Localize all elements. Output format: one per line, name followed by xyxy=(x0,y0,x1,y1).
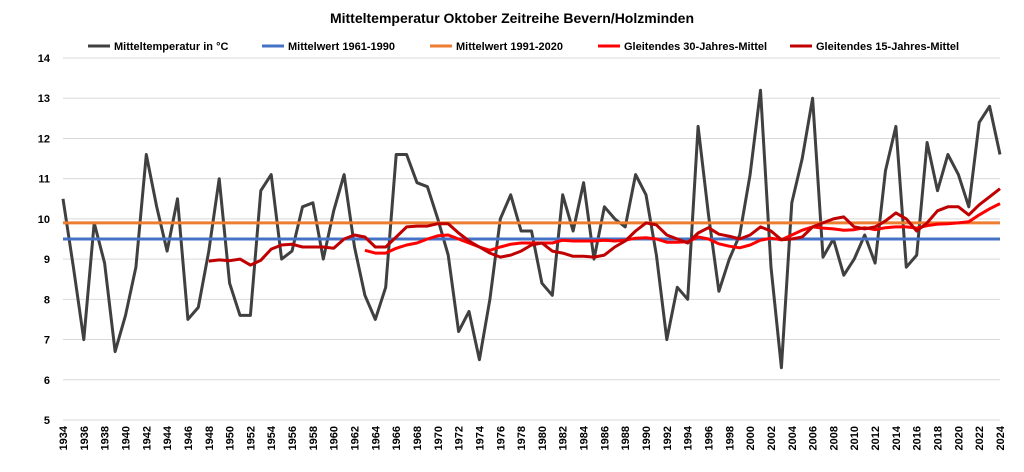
y-tick-label: 9 xyxy=(44,254,50,266)
y-tick-label: 11 xyxy=(38,174,50,186)
legend-label: Mittelwert 1991-2020 xyxy=(456,41,563,53)
x-tick-label: 1946 xyxy=(183,426,195,450)
series-line-ma15 xyxy=(208,187,1001,267)
legend-label: Gleitendes 15-Jahres-Mittel xyxy=(816,41,959,53)
x-tick-label: 1956 xyxy=(287,426,299,450)
y-tick-label: 5 xyxy=(44,415,50,427)
y-tick-label: 7 xyxy=(44,335,50,347)
series-lines xyxy=(61,88,1002,370)
legend-label: Gleitendes 30-Jahres-Mittel xyxy=(624,41,767,53)
x-tick-label: 1944 xyxy=(162,425,174,450)
x-tick-label: 2002 xyxy=(766,426,778,450)
x-tick-label: 1966 xyxy=(391,426,403,450)
legend-label: Mittelwert 1961-1990 xyxy=(288,41,395,53)
x-tick-label: 1962 xyxy=(350,426,362,450)
x-tick-label: 2022 xyxy=(974,426,986,450)
legend-label: Mitteltemperatur in °C xyxy=(114,41,228,53)
x-tick-label: 1992 xyxy=(662,426,674,450)
x-tick-label: 1998 xyxy=(724,426,736,450)
x-tick-label: 2008 xyxy=(828,426,840,450)
x-tick-label: 1984 xyxy=(579,425,591,450)
x-tick-label: 1938 xyxy=(100,426,112,450)
x-tick-label: 1980 xyxy=(537,426,549,450)
x-tick-label: 1934 xyxy=(58,425,70,450)
x-tick-label: 2006 xyxy=(808,426,820,450)
x-tick-label: 1960 xyxy=(329,426,341,450)
x-tick-label: 1950 xyxy=(225,426,237,450)
x-tick-label: 1940 xyxy=(120,426,132,450)
x-tick-label: 1972 xyxy=(454,426,466,450)
x-tick-label: 1958 xyxy=(308,426,320,450)
x-tick-label: 2010 xyxy=(849,426,861,450)
x-tick-label: 2024 xyxy=(995,425,1007,450)
x-tick-label: 1952 xyxy=(245,426,257,450)
y-axis: 5 6 7 8 9 10 11 12 13 14 xyxy=(38,53,51,427)
y-tick-label: 13 xyxy=(38,93,50,105)
legend: Mitteltemperatur in °C Mittelwert 1961-19… xyxy=(88,41,959,53)
x-tick-label: 1974 xyxy=(474,425,486,450)
y-tick-label: 10 xyxy=(38,214,50,226)
x-tick-label: 1976 xyxy=(495,426,507,450)
y-tick-label: 6 xyxy=(44,375,50,387)
x-tick-label: 2014 xyxy=(891,425,903,450)
x-tick-label: 1968 xyxy=(412,426,424,450)
x-tick-label: 2012 xyxy=(870,426,882,450)
chart-title: Mitteltemperatur Oktober Zeitreihe Bever… xyxy=(330,10,694,26)
x-tick-label: 1978 xyxy=(516,426,528,450)
x-tick-label: 1954 xyxy=(266,425,278,450)
x-axis: 1934 1936 1938 1940 1942 1944 1946 1948 1950 1952… xyxy=(58,425,1007,450)
x-tick-label: 1970 xyxy=(433,426,445,450)
x-tick-label: 2004 xyxy=(787,425,799,450)
x-tick-label: 1964 xyxy=(370,425,382,450)
y-tick-label: 14 xyxy=(38,53,51,65)
x-tick-label: 2016 xyxy=(912,426,924,450)
x-tick-label: 2020 xyxy=(953,426,965,450)
x-tick-label: 2000 xyxy=(745,426,757,450)
x-tick-label: 1986 xyxy=(599,426,611,450)
x-tick-label: 1942 xyxy=(141,426,153,450)
y-tick-label: 12 xyxy=(38,133,50,145)
x-tick-label: 1982 xyxy=(558,426,570,450)
x-tick-label: 1996 xyxy=(703,426,715,450)
x-tick-label: 1936 xyxy=(79,426,91,450)
x-tick-label: 1990 xyxy=(641,426,653,450)
series-line-temp xyxy=(61,88,1002,370)
x-tick-label: 1948 xyxy=(204,426,216,450)
y-tick-label: 8 xyxy=(44,294,50,306)
x-tick-label: 1988 xyxy=(620,426,632,450)
x-tick-label: 2018 xyxy=(933,426,945,450)
x-tick-label: 1994 xyxy=(683,425,695,450)
